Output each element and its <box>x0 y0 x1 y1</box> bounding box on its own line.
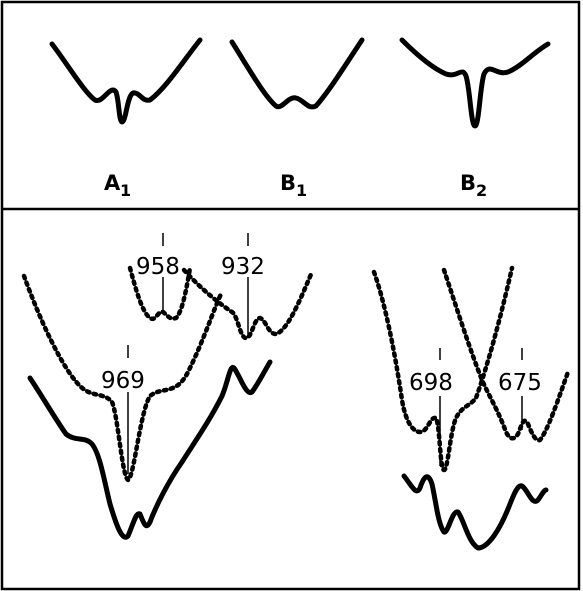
shape-a1 <box>49 37 203 125</box>
label-b2-letter: B <box>460 171 476 195</box>
label-b1-sub: 1 <box>296 181 307 200</box>
label-b1: B 1 <box>280 171 307 200</box>
dotted-curve-932 <box>181 267 315 341</box>
solid-spectrum-left <box>27 359 273 540</box>
band-label-932: 932 <box>221 254 265 280</box>
band-label-675: 675 <box>498 370 542 396</box>
dotted-curve-698 <box>371 265 515 473</box>
label-a1-letter: A <box>104 171 121 195</box>
label-a1: A 1 <box>104 171 131 200</box>
shape-b1 <box>229 37 365 110</box>
dotted-curve-969 <box>21 273 225 483</box>
band-label-969: 969 <box>101 368 145 394</box>
label-b2-sub: 2 <box>476 181 487 200</box>
label-a1-sub: 1 <box>120 181 131 200</box>
panel-band-shapes: A 1 B 1 B 2 <box>49 37 551 200</box>
dotted-curve-675 <box>441 267 571 443</box>
label-b1-letter: B <box>280 171 296 195</box>
solid-spectrum-right <box>401 473 549 551</box>
shape-b2 <box>399 37 551 129</box>
band-label-958: 958 <box>136 254 180 280</box>
label-b2: B 2 <box>460 171 487 200</box>
band-label-698: 698 <box>409 370 453 396</box>
panel-spectra: 958 932 969 698 675 <box>21 233 571 551</box>
